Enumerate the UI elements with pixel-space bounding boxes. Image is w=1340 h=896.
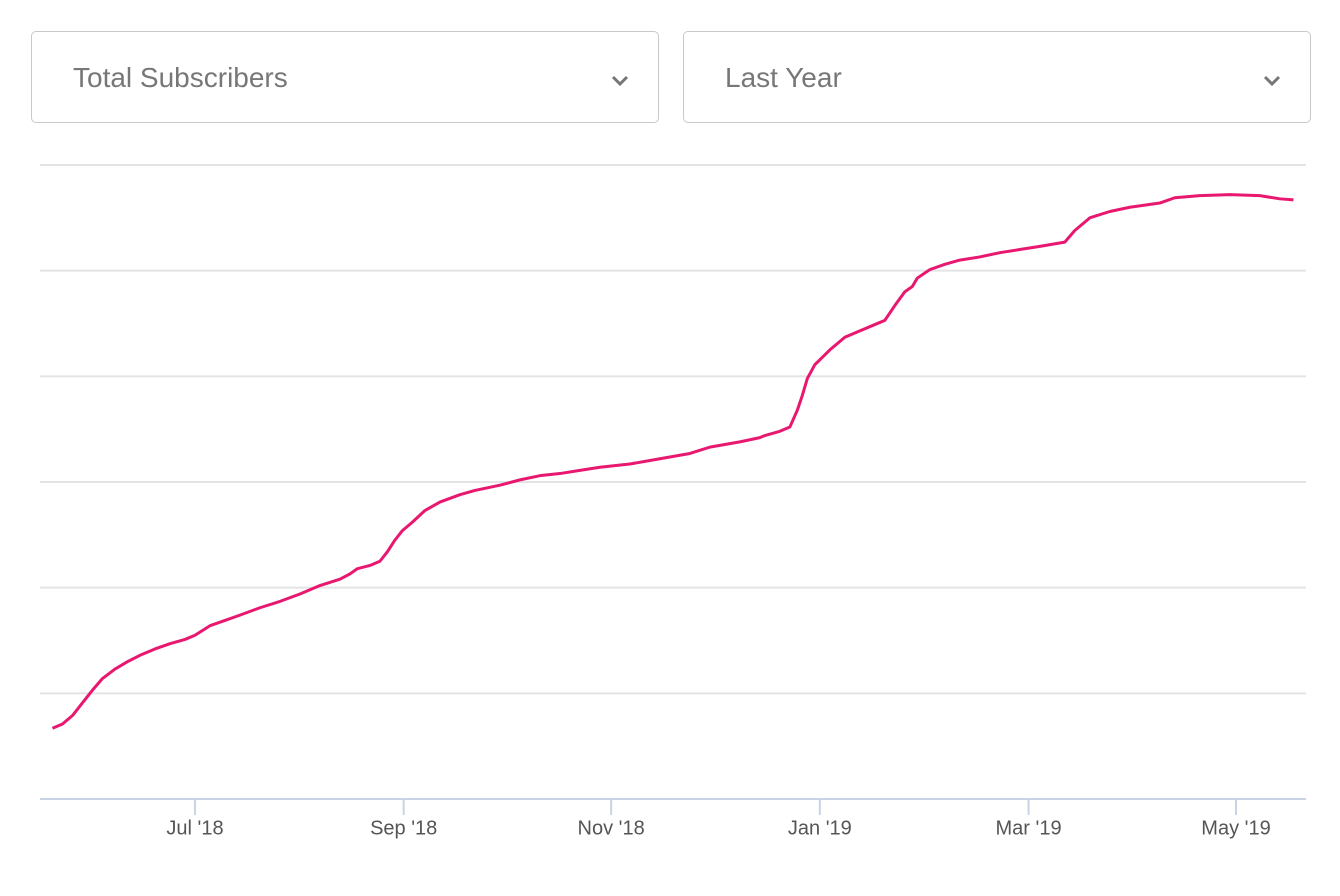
x-tick-label: May '19 (1201, 817, 1270, 839)
dropdown-label: Last Year (725, 62, 842, 93)
metric-dropdown[interactable]: Total Subscribers (31, 31, 659, 123)
x-tick-label: Sep '18 (370, 817, 437, 839)
x-tick-label: Jul '18 (166, 817, 223, 839)
x-tick-label: Mar '19 (996, 817, 1062, 839)
series-line (51, 193, 1294, 730)
x-tick-label: Jan '19 (788, 817, 852, 839)
range-dropdown[interactable]: Last Year (683, 31, 1311, 123)
dropdown-label: Total Subscribers (73, 62, 288, 93)
chevron (1263, 75, 1281, 87)
x-tick-label: Nov '18 (578, 817, 645, 839)
chevron (611, 75, 629, 87)
